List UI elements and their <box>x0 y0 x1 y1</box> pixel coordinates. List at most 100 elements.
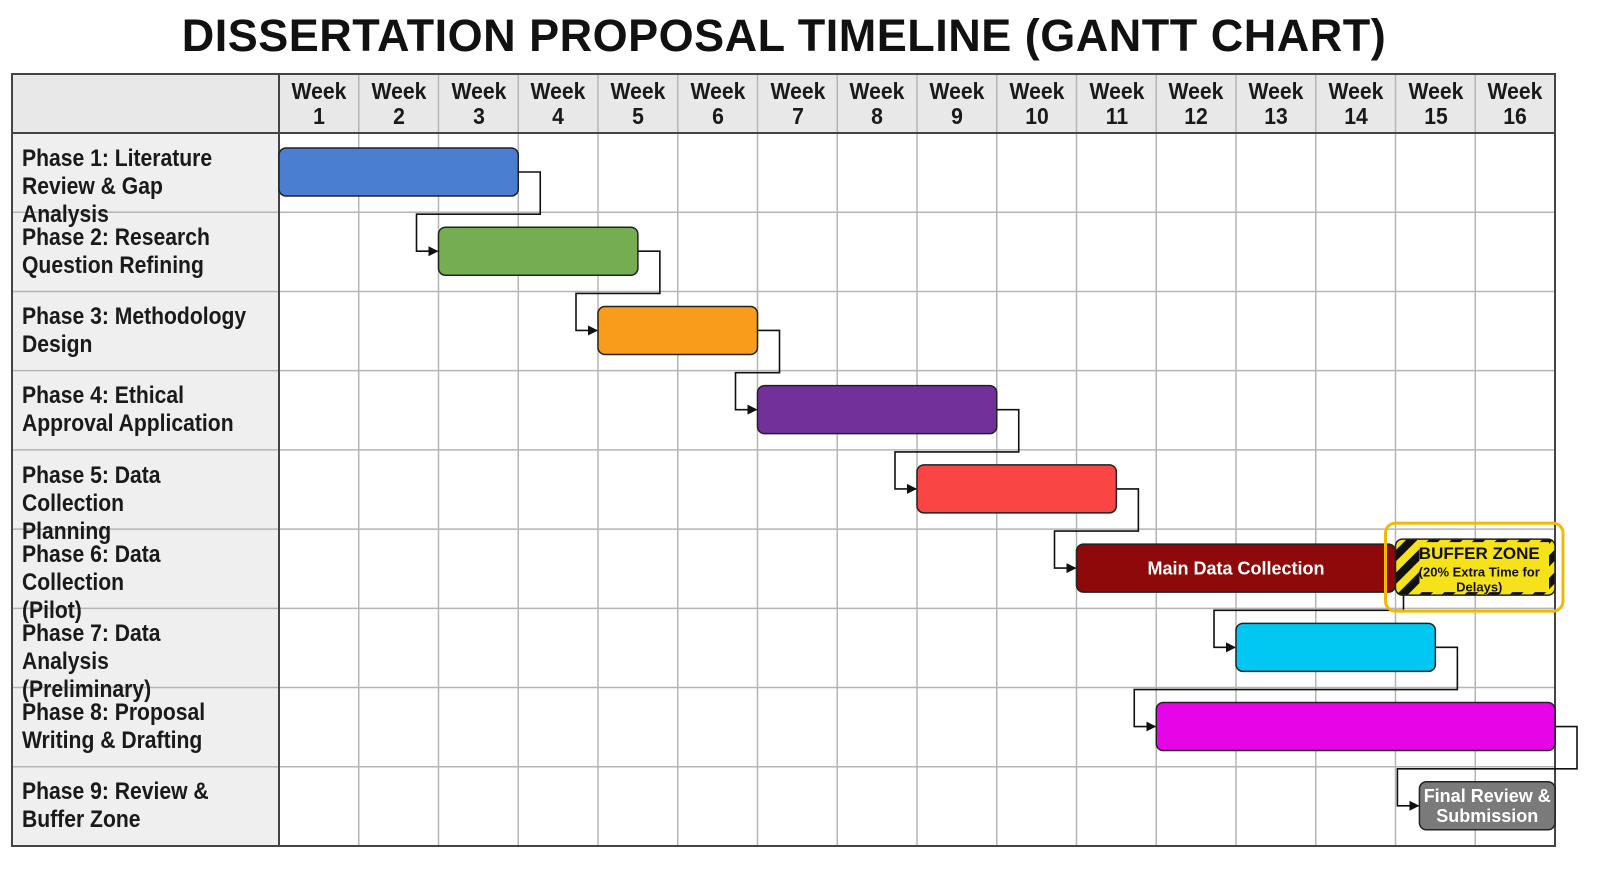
week-header-line: Week <box>690 78 746 104</box>
buffer-label: BUFFER ZONE <box>1419 544 1540 563</box>
week-header-line: 2 <box>392 103 405 129</box>
week-header: Week 9 <box>920 79 994 129</box>
week-header-line: Week <box>1328 78 1384 104</box>
task-bar <box>1418 781 1556 831</box>
task-label: Phase 1: Literature Review & Gap Analysis <box>22 145 246 229</box>
task-label-line: Phase 9: Review & <box>22 778 209 806</box>
week-header-line: Week <box>1089 78 1144 104</box>
week-header-line: Week <box>1248 78 1304 104</box>
buffer-highlight <box>1384 521 1565 613</box>
task-label: Phase 2: Research Question Refining <box>22 224 246 280</box>
task-label: Phase 6: Data Collection (Pilot) <box>22 541 246 625</box>
dependency-arrow <box>894 408 1020 494</box>
dependency-arrow <box>1396 725 1578 811</box>
task-label-line: Phase 4: Ethical <box>22 382 184 410</box>
week-header-line: 8 <box>871 103 884 129</box>
task-bar <box>1235 622 1437 673</box>
week-header: Week 10 <box>1000 79 1074 129</box>
task-label: Phase 9: Review & Buffer Zone <box>22 778 246 834</box>
task-bar <box>756 384 998 435</box>
task-label-line: Phase 3: Methodology <box>22 303 247 331</box>
task-label: Phase 7: Data Analysis (Preliminary) <box>22 620 246 704</box>
task-bar <box>597 305 759 356</box>
task-label-line: Phase 2: Research <box>22 223 210 251</box>
week-header-line: Week <box>610 78 666 104</box>
dependency-arrow <box>575 250 661 336</box>
week-header-line: Week <box>849 78 905 104</box>
chart-title: DISSERTATION PROPOSAL TIMELINE (GANTT CH… <box>181 10 1387 61</box>
week-header: Week 5 <box>601 79 675 129</box>
task-label: Phase 5: Data Collection Planning <box>22 462 246 546</box>
task-label-line: Planning <box>22 517 112 545</box>
task-label-line: Phase 5: Data Collection <box>22 461 161 517</box>
task-bar <box>916 464 1118 514</box>
dependency-arrow <box>1053 488 1140 574</box>
week-header-line: 9 <box>951 103 963 129</box>
week-header: Week 13 <box>1239 79 1313 129</box>
week-header: Week 12 <box>1159 79 1233 129</box>
dependency-arrow <box>1213 595 1405 653</box>
task-label-line: Review & Gap Analysis <box>22 172 163 228</box>
buffer-label: (20% Extra Time for <box>1419 565 1540 580</box>
table-border <box>11 73 1556 847</box>
task-bar-label: Submission <box>1436 806 1538 826</box>
week-header: Week 6 <box>681 79 755 129</box>
task-label-line: Phase 7: Data Analysis <box>22 619 161 675</box>
task-label-line: Buffer Zone <box>22 806 141 834</box>
week-header-line: 6 <box>711 103 724 129</box>
week-header-line: 15 <box>1423 103 1448 129</box>
week-header-line: 14 <box>1343 103 1368 129</box>
header-row-bg <box>12 74 1555 133</box>
task-label-line: Phase 6: Data Collection <box>22 540 161 596</box>
week-header: Week 3 <box>442 79 516 129</box>
week-header: Week 14 <box>1319 79 1393 129</box>
week-header-line: Week <box>1168 78 1224 104</box>
week-header-line: Week <box>530 78 586 104</box>
week-header: Week 1 <box>282 79 356 129</box>
task-label: Phase 4: Ethical Approval Application <box>22 382 246 438</box>
week-header-line: Week <box>770 78 825 104</box>
week-header-line: 11 <box>1105 103 1128 129</box>
task-label-line: Phase 8: Proposal <box>22 699 206 727</box>
week-header-line: Week <box>1487 78 1543 104</box>
task-label-line: (Pilot) <box>22 596 82 624</box>
task-bar <box>437 226 639 276</box>
task-bar <box>1155 701 1556 752</box>
week-header-line: Week <box>371 78 427 104</box>
task-label-line: Writing & Drafting <box>22 727 203 755</box>
week-header-line: Week <box>1009 78 1065 104</box>
dependency-arrow <box>1133 646 1459 732</box>
week-header-line: 12 <box>1184 103 1209 129</box>
week-header-line: Week <box>291 78 347 104</box>
week-header-line: 16 <box>1503 103 1528 129</box>
week-header-line: 13 <box>1264 103 1288 129</box>
week-header-line: 10 <box>1024 103 1049 129</box>
week-header-line: 3 <box>472 103 485 129</box>
task-label-line: Approval Application <box>22 410 234 438</box>
task-bar-label: Main Data Collection <box>1147 558 1324 578</box>
task-label-line: Phase 1: Literature <box>22 144 213 172</box>
buffer-text-bg <box>1419 542 1549 593</box>
buffer-label: Delays) <box>1456 580 1502 595</box>
label-column-bg <box>12 133 279 846</box>
week-header-line: 4 <box>552 103 565 129</box>
week-header: Week 11 <box>1080 79 1154 129</box>
task-label: Phase 3: Methodology Design <box>22 303 246 359</box>
week-header-line: Week <box>929 78 985 104</box>
task-bar <box>278 147 519 197</box>
week-header-line: 7 <box>791 103 804 129</box>
task-bar-label: Final Review & <box>1424 786 1551 806</box>
dependency-arrow <box>415 171 542 257</box>
week-header: Week 16 <box>1478 79 1552 129</box>
task-label-line: Question Refining <box>22 251 204 279</box>
week-header: Week 7 <box>761 79 835 129</box>
week-header: Week 2 <box>362 79 436 129</box>
week-header-line: 5 <box>632 103 644 129</box>
dependency-arrow <box>734 329 781 415</box>
week-header-line: Week <box>451 78 506 104</box>
task-label: Phase 8: Proposal Writing & Drafting <box>22 699 246 755</box>
week-header-line: Week <box>1408 78 1463 104</box>
task-label-line: (Preliminary) <box>22 675 152 703</box>
week-header-line: 1 <box>313 103 325 129</box>
